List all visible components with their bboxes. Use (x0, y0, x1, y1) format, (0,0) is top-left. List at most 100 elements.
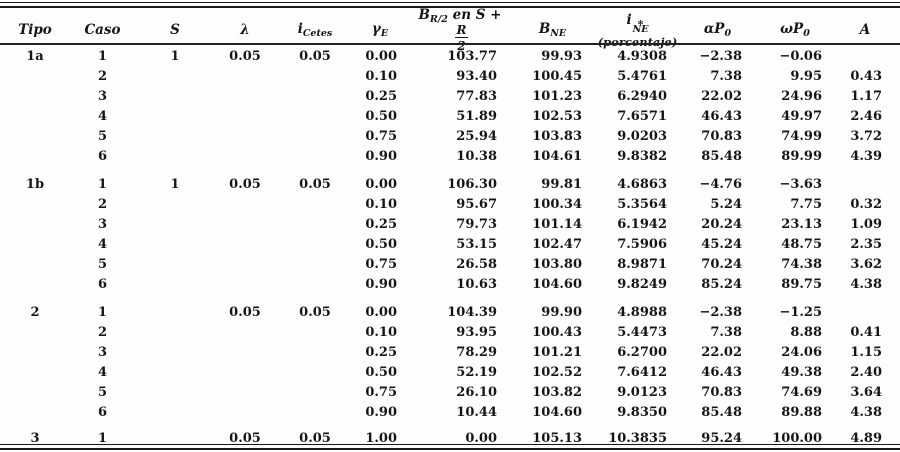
cell-s (140, 403, 210, 423)
cell-s: 1 (170, 177, 180, 192)
cell-i-cetes: 0.05 (299, 177, 331, 192)
cell-s (140, 195, 210, 215)
cell-b-ne: 101.23 (532, 89, 582, 104)
cell-caso: 2 (97, 197, 108, 212)
table-row: 1b 1 1 0.05 0.05 0.00 106.30 99.81 4.6863 −4.76 −3… (0, 175, 900, 195)
cell-omega-p0: 74.38 (781, 257, 822, 272)
cell-tipo (5, 403, 65, 423)
column-header-b-ne: BNE (538, 21, 567, 39)
cell-caso: 4 (97, 109, 108, 124)
cell-a: 1.09 (850, 217, 882, 232)
cell-tipo (5, 87, 65, 107)
cell-alpha-p0: 7.38 (710, 69, 742, 84)
cell-a: 3.62 (850, 257, 882, 272)
column-header-omega-p0: ωP0 (780, 21, 810, 39)
cell-alpha-p0: 46.43 (701, 109, 742, 124)
column-header-tipo: Tipo (18, 22, 52, 39)
cell-lambda (210, 147, 280, 167)
cell-a: 2.35 (850, 237, 882, 252)
table-row: 5 0.75 26.10 103.82 9.0123 70.83 74.69 3.64 (0, 383, 900, 403)
cell-a: 4.38 (850, 277, 882, 292)
cell-gamma-e: 0.00 (365, 49, 397, 64)
cell-alpha-p0: 85.48 (701, 149, 742, 164)
table-row: 2 0.10 93.40 100.45 5.4761 7.38 9.95 0.43 (0, 67, 900, 87)
cell-tipo (5, 235, 65, 255)
cell-s (140, 323, 210, 343)
cell-a: 2.46 (850, 109, 882, 124)
cell-b-r2: 104.39 (447, 305, 497, 320)
cell-caso: 5 (97, 257, 108, 272)
cell-s: 1 (170, 49, 180, 64)
column-header-lambda: λ (240, 22, 250, 39)
cell-tipo (5, 275, 65, 295)
cell-b-r2: 53.15 (456, 237, 497, 252)
cell-alpha-p0: −2.38 (699, 305, 742, 320)
cell-omega-p0: 8.88 (790, 325, 822, 340)
cell-i-ne: 5.3564 (617, 197, 667, 212)
cell-omega-p0: 49.97 (781, 109, 822, 124)
cell-caso: 1 (97, 305, 108, 320)
script-stack: * NE (632, 18, 649, 36)
cell-tipo (5, 107, 65, 127)
cell-omega-p0: 7.75 (790, 197, 822, 212)
table-group-tipo-1b: 1b 1 1 0.05 0.05 0.00 106.30 99.81 4.6863 −4.76 −3… (0, 175, 900, 295)
cell-alpha-p0: 22.02 (701, 345, 742, 360)
cell-tipo (5, 363, 65, 383)
cell-s (140, 363, 210, 383)
table-row: 4 0.50 52.19 102.52 7.6412 46.43 49.38 2.40 (0, 363, 900, 383)
cell-i-cetes (280, 87, 350, 107)
cell-lambda (210, 323, 280, 343)
cell-tipo (5, 323, 65, 343)
table-row: 5 0.75 26.58 103.80 8.9871 70.24 74.38 3.62 (0, 255, 900, 275)
cell-b-ne: 101.21 (532, 345, 582, 360)
cell-gamma-e: 0.75 (365, 257, 397, 272)
cell-a: 4.38 (850, 405, 882, 420)
cell-b-ne: 104.60 (532, 405, 582, 420)
cell-i-cetes (280, 363, 350, 383)
cell-b-r2: 106.30 (447, 177, 497, 192)
column-header-i-cetes: iCetes (297, 21, 333, 39)
cell-s (140, 303, 210, 323)
cell-gamma-e: 0.25 (365, 217, 397, 232)
cell-b-r2: 93.40 (456, 69, 497, 84)
cell-alpha-p0: 70.83 (701, 385, 742, 400)
cell-lambda (210, 107, 280, 127)
cell-i-cetes (280, 67, 350, 87)
cell-i-ne: 9.0203 (617, 129, 667, 144)
cell-b-r2: 93.95 (456, 325, 497, 340)
cell-i-ne: 7.6571 (617, 109, 667, 124)
table-row: 5 0.75 25.94 103.83 9.0203 70.83 74.99 3.72 (0, 127, 900, 147)
cell-b-ne: 103.80 (532, 257, 582, 272)
column-header-gamma-e: γE (371, 21, 389, 39)
cell-caso: 3 (97, 89, 108, 104)
cell-gamma-e: 0.75 (365, 129, 397, 144)
cell-caso: 3 (97, 217, 108, 232)
table-row: 3 0.25 77.83 101.23 6.2940 22.02 24.96 1.17 (0, 87, 900, 107)
table-row: 4 0.50 51.89 102.53 7.6571 46.43 49.97 2.46 (0, 107, 900, 127)
cell-a: 1.17 (850, 89, 882, 104)
cell-s (140, 215, 210, 235)
cell-b-r2: 26.10 (456, 385, 497, 400)
cell-s (140, 235, 210, 255)
cell-b-r2: 10.63 (456, 277, 497, 292)
cell-b-ne: 99.90 (541, 305, 582, 320)
cell-omega-p0: 74.99 (781, 129, 822, 144)
cell-s (140, 343, 210, 363)
cell-alpha-p0: −2.38 (699, 49, 742, 64)
table-bottom-rule (0, 444, 900, 450)
cell-i-ne: 6.1942 (617, 217, 667, 232)
cell-b-ne: 100.45 (532, 69, 582, 84)
table-header-rule (0, 43, 900, 45)
cell-caso: 1 (97, 177, 108, 192)
cell-i-cetes (280, 383, 350, 403)
cell-b-r2: 10.44 (456, 405, 497, 420)
cell-b-r2: 25.94 (456, 129, 497, 144)
cell-lambda (210, 67, 280, 87)
cell-lambda (210, 383, 280, 403)
table-group-tipo-2: 2 1 0.05 0.05 0.00 104.39 99.90 4.8988 −2.38 −1.2… (0, 303, 900, 423)
cell-a: 3.72 (850, 129, 882, 144)
cell-b-ne: 105.13 (532, 431, 582, 446)
cell-s (140, 107, 210, 127)
cell-alpha-p0: 70.24 (701, 257, 742, 272)
